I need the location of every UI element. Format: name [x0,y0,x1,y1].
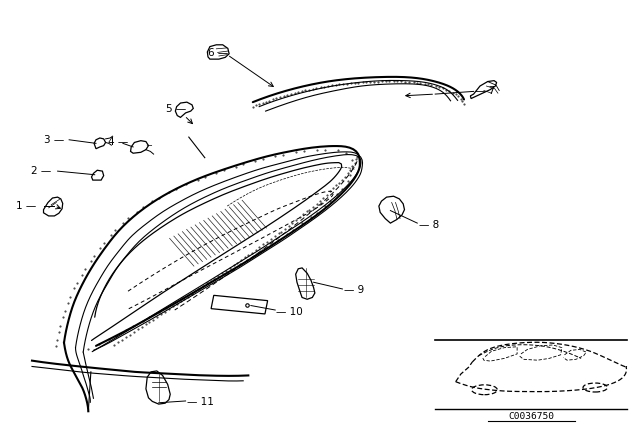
Polygon shape [131,141,148,153]
Text: 6 —: 6 — [208,48,228,58]
Polygon shape [146,371,170,404]
Text: 1 —: 1 — [16,201,36,211]
Text: — 11: — 11 [187,397,214,407]
Text: 2 —: 2 — [31,166,51,176]
Polygon shape [470,81,497,99]
Text: — 9: — 9 [344,285,365,295]
Polygon shape [175,102,193,117]
Text: 4 —: 4 — [108,138,128,147]
Polygon shape [207,45,229,59]
Polygon shape [94,138,106,149]
Text: — 7: — 7 [475,86,495,96]
Polygon shape [92,170,104,180]
Polygon shape [296,268,315,299]
Text: — 10: — 10 [276,307,303,317]
Text: — 8: — 8 [419,220,440,230]
Polygon shape [379,196,404,223]
Polygon shape [44,197,63,216]
Text: 3 —: 3 — [44,135,64,145]
Text: 5 —: 5 — [166,104,187,114]
Text: C0036750: C0036750 [508,412,554,421]
